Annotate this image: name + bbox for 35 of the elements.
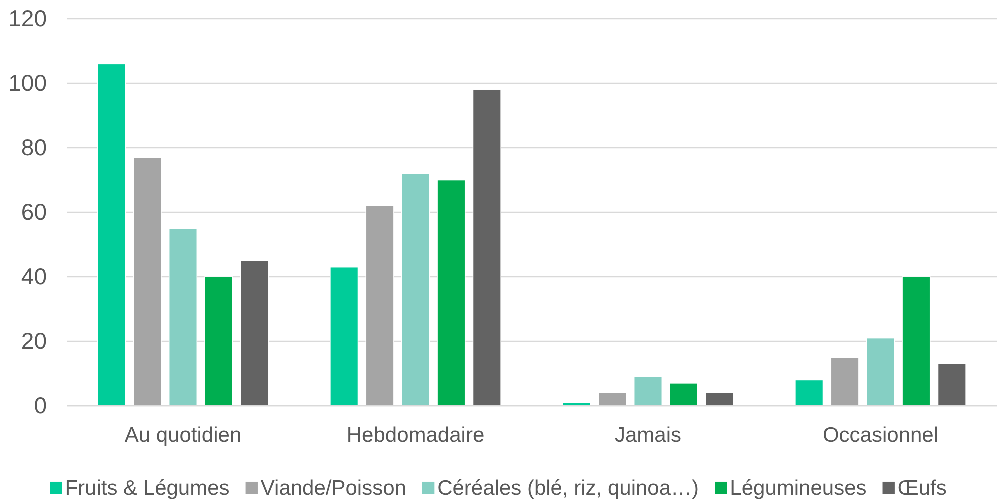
bar	[240, 260, 269, 406]
legend-label: Fruits & Légumes	[65, 477, 230, 500]
y-tick-label: 0	[34, 392, 47, 418]
x-tick-label: Jamais	[614, 424, 682, 447]
bar	[366, 206, 394, 406]
bar	[795, 380, 824, 406]
bar	[133, 157, 162, 406]
bar	[330, 266, 359, 406]
y-tick-label: 20	[21, 328, 47, 354]
x-tick-label: Occasionnel	[822, 424, 939, 447]
bar	[830, 357, 860, 406]
bar	[634, 376, 663, 406]
bar	[98, 64, 126, 406]
y-tick-label: 60	[21, 198, 47, 225]
bar	[670, 383, 698, 406]
bar	[902, 276, 931, 406]
bar	[168, 228, 198, 406]
y-tick-label: 120	[8, 5, 47, 32]
bar	[866, 338, 896, 406]
bar	[401, 173, 430, 406]
y-tick-label: 100	[8, 70, 47, 96]
bar	[437, 180, 466, 406]
legend-label: Viande/Poisson	[260, 477, 406, 500]
legend-label: Légumineuses	[730, 477, 867, 500]
legend-label: Céréales (blé, riz, quinoa…)	[438, 477, 700, 500]
x-tick-label: Au quotidien	[124, 424, 242, 447]
bar	[204, 276, 234, 406]
x-tick-label: Hebdomadaire	[346, 424, 485, 447]
y-tick-label: 80	[21, 134, 47, 160]
bar	[938, 364, 966, 406]
bar	[705, 392, 734, 406]
legend-label: Œufs	[898, 477, 947, 500]
y-tick-label: 40	[21, 263, 47, 290]
bar	[598, 392, 627, 406]
bar	[472, 90, 502, 406]
